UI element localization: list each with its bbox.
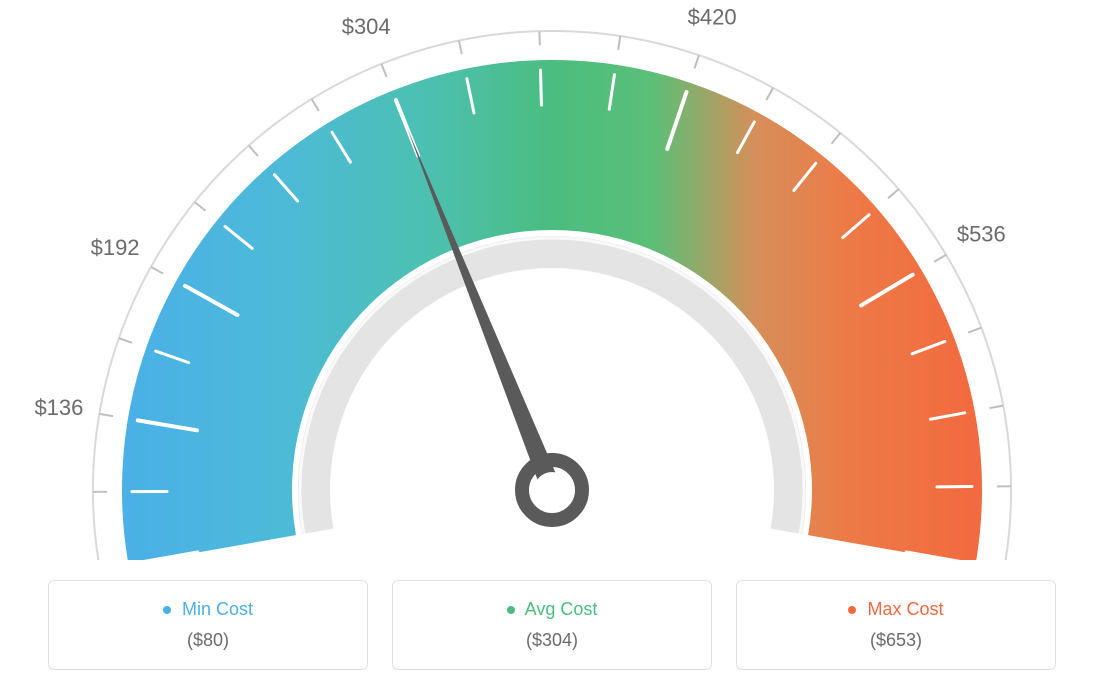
legend-title-max: Max Cost [747, 599, 1045, 620]
legend-card-avg: Avg Cost ($304) [392, 580, 712, 670]
svg-text:$192: $192 [91, 235, 140, 260]
legend-card-max: Max Cost ($653) [736, 580, 1056, 670]
gauge-svg: $80$136$192$304$420$536$653 [0, 0, 1104, 560]
legend-value-avg: ($304) [403, 630, 701, 651]
cost-gauge: $80$136$192$304$420$536$653 [0, 0, 1104, 560]
legend-title-text: Avg Cost [525, 599, 598, 619]
svg-text:$536: $536 [957, 222, 1006, 247]
legend-title-avg: Avg Cost [403, 599, 701, 620]
legend-value-max: ($653) [747, 630, 1045, 651]
legend-title-text: Max Cost [867, 599, 943, 619]
svg-text:$304: $304 [342, 14, 391, 39]
svg-text:$420: $420 [688, 4, 737, 29]
legend-title-text: Min Cost [182, 599, 253, 619]
svg-text:$136: $136 [34, 395, 83, 420]
dot-icon [163, 606, 171, 614]
legend-row: Min Cost ($80) Avg Cost ($304) Max Cost … [0, 580, 1104, 670]
dot-icon [848, 606, 856, 614]
legend-card-min: Min Cost ($80) [48, 580, 368, 670]
legend-title-min: Min Cost [59, 599, 357, 620]
dot-icon [507, 606, 515, 614]
legend-value-min: ($80) [59, 630, 357, 651]
